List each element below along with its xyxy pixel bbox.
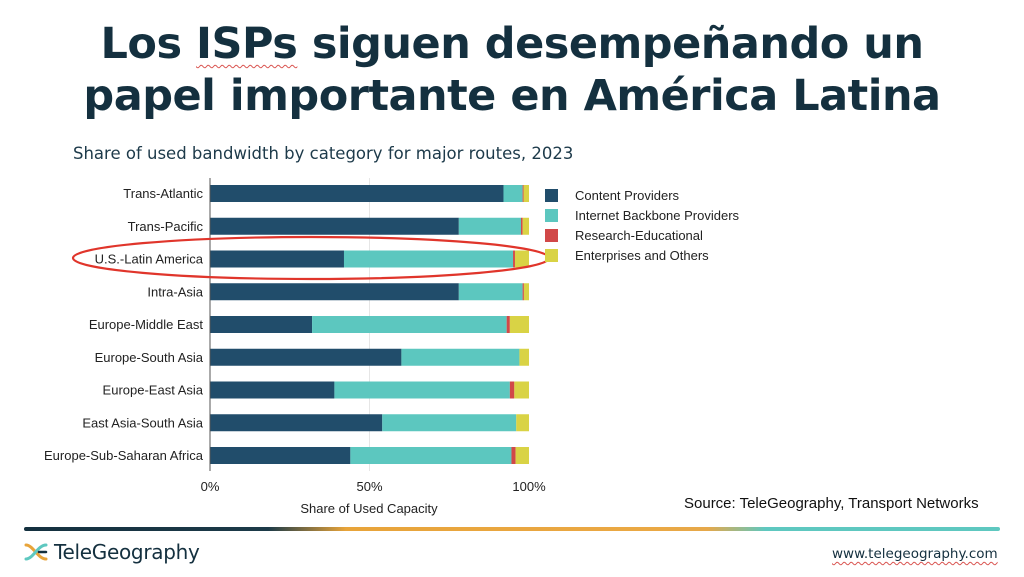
bar-segment-internet-backbone-providers <box>343 250 514 268</box>
category-label: Europe-Sub-Saharan Africa <box>44 448 204 463</box>
bar-segment-enterprises-and-others <box>523 283 529 301</box>
bar-segment-content-providers <box>210 316 313 333</box>
bar-segment-internet-backbone-providers <box>458 283 523 301</box>
category-label: Europe-Middle East <box>89 317 204 332</box>
bar-segment-content-providers <box>210 185 504 202</box>
category-label: Trans-Pacific <box>128 219 204 234</box>
category-label: East Asia-South Asia <box>82 415 203 430</box>
bar-segment-internet-backbone-providers <box>350 447 512 464</box>
bar-segment-internet-backbone-providers <box>382 414 517 432</box>
slide-title: Los ISPs siguen desempeñando un papel im… <box>0 18 1024 122</box>
slide-title-line-2: papel importante en América Latina <box>83 71 941 121</box>
legend-item: Content Providers <box>545 185 739 205</box>
legend-item: Research-Educational <box>545 225 739 245</box>
bar-segment-enterprises-and-others <box>523 185 529 202</box>
bar-segment-internet-backbone-providers <box>458 217 522 235</box>
category-label: Intra-Asia <box>147 284 203 299</box>
bar-segment-content-providers <box>210 447 351 464</box>
x-tick-label: 100% <box>512 479 546 494</box>
bar-segment-internet-backbone-providers <box>503 185 523 202</box>
bar-segment-enterprises-and-others <box>509 316 529 333</box>
bar-segment-content-providers <box>210 250 344 268</box>
bar-segment-internet-backbone-providers <box>312 316 507 333</box>
x-axis-ticks: 0% 50% 100% <box>201 479 546 494</box>
bar-segment-content-providers <box>210 283 459 301</box>
bar-segment-research-educational <box>509 381 515 399</box>
bar-segment-research-educational <box>513 250 515 268</box>
bar-segment-research-educational <box>522 185 524 202</box>
chart-title: Share of used bandwidth by category for … <box>73 144 574 163</box>
bar-segment-research-educational <box>506 316 510 333</box>
legend-label: Research-Educational <box>575 227 703 243</box>
brand-name: TeleGeography <box>54 540 200 564</box>
bar-segment-internet-backbone-providers <box>334 381 510 399</box>
footer-gradient-divider <box>24 527 1000 531</box>
x-tick-label: 0% <box>201 479 220 494</box>
bar-segment-research-educational <box>521 217 523 235</box>
bar-segment-enterprises-and-others <box>522 217 529 235</box>
legend-item: Enterprises and Others <box>545 245 739 265</box>
bar-segment-research-educational <box>522 283 524 301</box>
bar-segment-enterprises-and-others <box>514 381 529 399</box>
x-axis-label: Share of Used Capacity <box>300 501 438 516</box>
legend-label: Internet Backbone Providers <box>575 207 740 223</box>
legend-swatch <box>545 208 558 222</box>
legend-swatch <box>545 188 558 202</box>
spellcheck-marked-word: ISPs <box>196 19 298 69</box>
bar-segment-internet-backbone-providers <box>401 348 520 366</box>
legend-swatch <box>545 228 558 242</box>
legend-label: Enterprises and Others <box>575 247 709 263</box>
bar-segment-research-educational <box>511 447 516 464</box>
bar-segment-enterprises-and-others <box>516 414 529 432</box>
bar-segment-content-providers <box>210 348 402 366</box>
bar-segment-enterprises-and-others <box>519 348 529 366</box>
category-label: Europe-East Asia <box>103 383 204 398</box>
title-text: siguen desempeñando un <box>297 19 924 69</box>
legend-item: Internet Backbone Providers <box>545 205 739 225</box>
category-label: Europe-South Asia <box>95 350 204 365</box>
bar-segment-enterprises-and-others <box>514 250 529 268</box>
bar-segment-enterprises-and-others <box>515 447 529 464</box>
website-link[interactable]: www.telegeography.com <box>832 546 998 562</box>
bar-segment-content-providers <box>210 217 459 235</box>
category-labels: Trans-Atlantic Trans-Pacific U.S.-Latin Am… <box>44 186 204 463</box>
title-text: Los <box>100 19 197 69</box>
telegeography-logo-icon <box>24 543 48 561</box>
legend-swatch <box>545 248 558 262</box>
slide-title-line-1: Los ISPs siguen desempeñando un <box>0 18 1024 70</box>
source-note: Source: TeleGeography, Transport Network… <box>684 495 979 512</box>
chart-legend: Content Providers Internet Backbone Provi… <box>545 185 739 265</box>
bars-layer <box>210 185 529 464</box>
category-label: U.S.-Latin America <box>95 252 204 267</box>
category-label: Trans-Atlantic <box>123 186 203 201</box>
legend-label: Content Providers <box>575 187 680 203</box>
bar-segment-content-providers <box>210 381 335 399</box>
bar-segment-content-providers <box>210 414 383 432</box>
brand-logo: TeleGeography <box>24 540 200 564</box>
x-tick-label: 50% <box>356 479 382 494</box>
